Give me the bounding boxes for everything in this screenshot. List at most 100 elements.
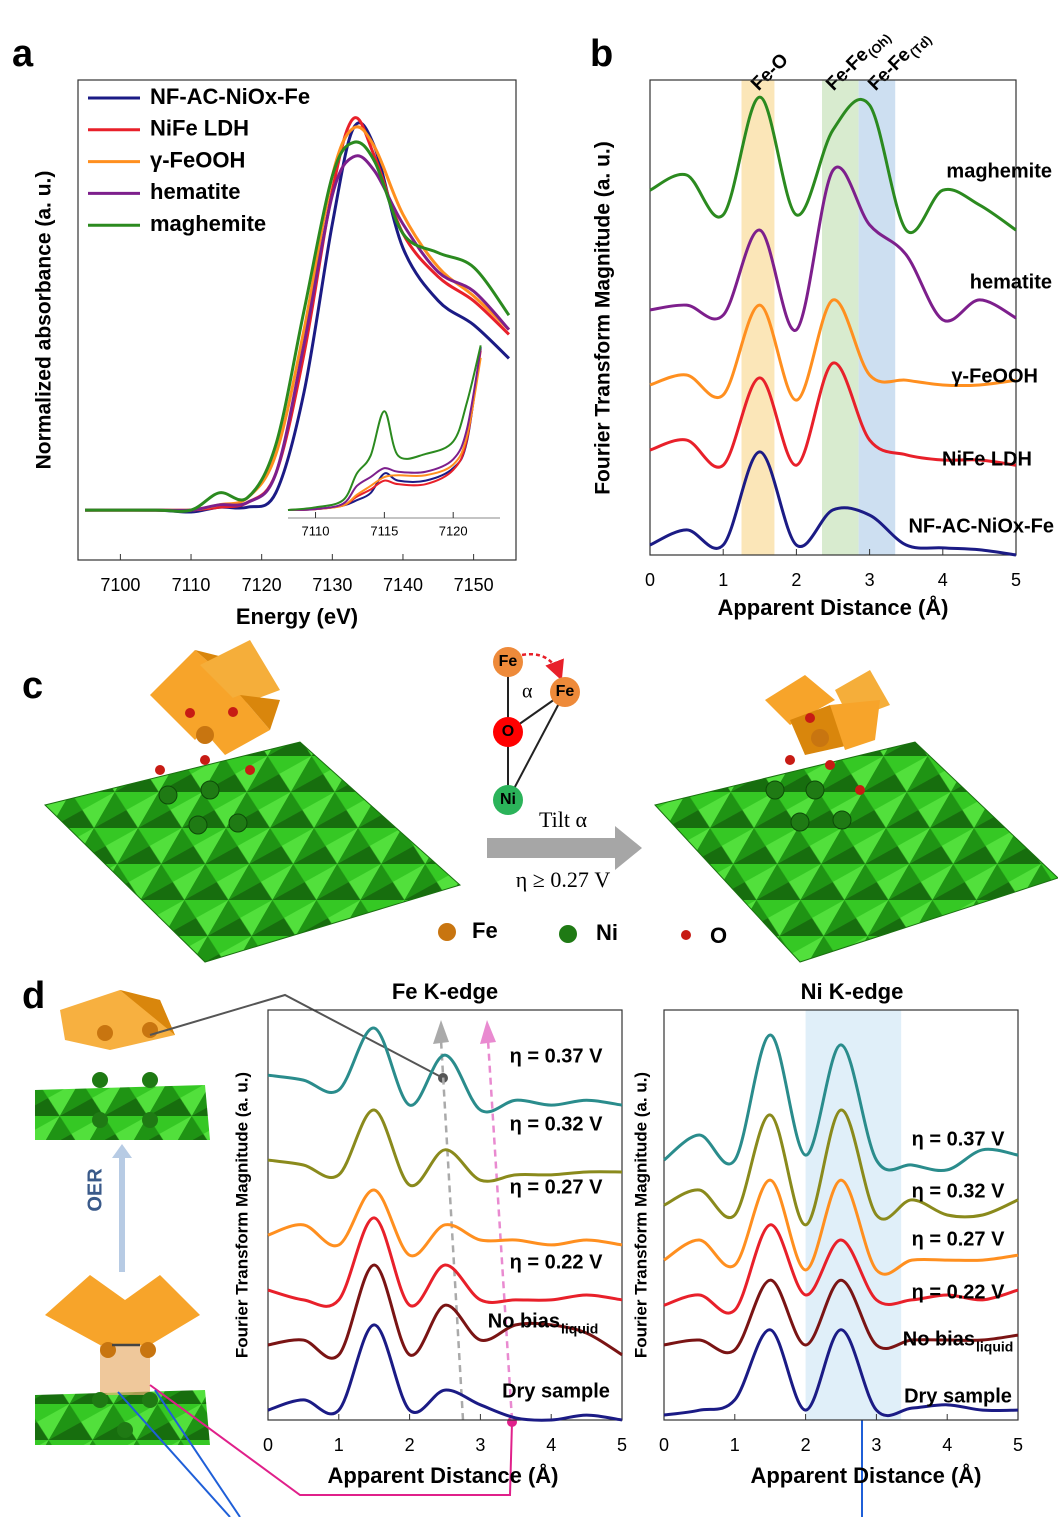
series-label: hematite [970,271,1052,293]
x-tick-label: 0 [659,1435,669,1455]
series-label: NF-AC-NiOx-Fe [908,515,1054,537]
spectrum-line [268,1190,622,1256]
x-tick-label: 5 [617,1435,627,1455]
slab [35,1085,210,1140]
series-label: Dry sample [502,1380,610,1402]
series-label: NiFe LDH [942,448,1032,470]
y-axis-label: Fourier Transform Magnitude (a. u.) [232,1072,251,1358]
plot-frame [78,80,516,560]
series-label-sub: liquid [976,1339,1013,1355]
legend-label: Ni [596,920,618,945]
x-axis-label: Apparent Distance (Å) [327,1462,558,1488]
x-tick-label: 0 [263,1435,273,1455]
legend-swatch [681,930,691,940]
x-tick-label: 7110 [172,575,211,595]
diagram-c: Fe Fe O Ni α Tilt α η ≥ 0.27 V Fe Ni O [45,640,1058,962]
x-tick-label: 7140 [383,575,423,595]
x-tick-label: 4 [546,1435,556,1455]
chart-title: Fe K-edge [392,979,498,1004]
spectrum-line [85,123,509,512]
band [822,80,859,555]
plot-frame [268,1010,622,1420]
x-tick-label: 3 [865,570,875,590]
series-label: No bias [488,1310,560,1332]
fe-octahedra [45,1275,200,1345]
series-label: η = 0.37 V [912,1128,1005,1150]
series-label: γ-FeOOH [951,365,1038,387]
legend-label: Fe [472,918,498,943]
panel-label: b [590,33,613,75]
legend-swatch [438,923,456,941]
legend-label: γ-FeOOH [150,147,245,172]
atom-label: O [502,723,514,740]
spectrum-line [288,345,481,510]
atom-label: Fe [499,653,518,670]
x-tick-label: 7120 [439,523,468,538]
panel-label: a [12,33,34,75]
x-tick-label: 3 [475,1435,485,1455]
fe-atom [196,726,214,744]
x-tick-label: 7110 [302,523,330,538]
x-tick-label: 7130 [312,575,352,595]
spectrum-line [288,349,481,510]
shift-arrow [433,1020,449,1044]
x-tick-label: 0 [645,570,655,590]
panel-label: d [22,975,45,1017]
band-label: Fe-Fe(Td) [864,26,934,96]
x-tick-label: 7120 [242,575,282,595]
figure: a b c d Fe Fe O Ni α Tilt α η ≥ 0.27 V F… [0,0,1058,1517]
shift-arrow [480,1020,496,1044]
y-axis-label: Fourier Transform Magnitude (a. u.) [592,141,615,495]
chart: 0 1 2 3 4 5 Apparent Distance (Å) Fourier Trans… [232,979,627,1488]
arrow-label: η ≥ 0.27 V [516,867,611,892]
chart-title: Ni K-edge [801,979,904,1004]
series-label: η = 0.37 V [510,1045,603,1067]
x-tick-label: 2 [801,1435,811,1455]
spectrum-line [268,1325,622,1420]
series-label: η = 0.32 V [510,1113,603,1135]
callout [150,995,443,1078]
legend-label: hematite [150,179,240,204]
process-arrow [487,826,642,870]
spectrum-line [288,351,481,510]
series-label: η = 0.27 V [510,1176,603,1198]
legend-label: maghemite [150,211,266,236]
spectrum-line [85,118,509,511]
spectrum-line [288,358,481,510]
shift-arrow [488,1040,512,1420]
spectrum-line [268,1265,622,1358]
series-label: maghemite [946,160,1052,182]
x-tick-label: 4 [942,1435,952,1455]
atom-label: Fe [556,683,575,700]
slab [45,742,460,962]
x-tick-label: 1 [718,570,728,590]
x-tick-label: 5 [1013,1435,1023,1455]
y-axis-label: Fourier Transform Magnitude (a. u.) [631,1072,650,1358]
oer-arrow [112,1144,132,1158]
x-tick-label: 2 [405,1435,415,1455]
x-tick-label: 1 [334,1435,344,1455]
fe-atom [811,729,829,747]
x-axis-label: Energy (eV) [236,604,358,629]
x-tick-label: 7150 [454,575,494,595]
panel-label: c [22,665,43,707]
oer-label: OER [84,1168,106,1212]
spectrum-line [288,347,481,510]
x-tick-label: 7115 [370,523,398,538]
spectrum-line [85,127,509,511]
series-label: η = 0.22 V [912,1281,1005,1303]
series-label: No bias [903,1328,975,1350]
series-label: η = 0.32 V [912,1180,1005,1202]
series-label: Dry sample [904,1385,1012,1407]
series-label: η = 0.22 V [510,1251,603,1273]
series-label-sub: liquid [561,1321,598,1337]
band [742,80,775,555]
spectrum-line [85,142,509,511]
angle-label: α [522,681,533,703]
arrow-label: Tilt α [539,807,588,832]
x-tick-label: 5 [1011,570,1021,590]
x-tick-label: 7100 [100,575,140,595]
series-label: η = 0.27 V [912,1228,1005,1250]
